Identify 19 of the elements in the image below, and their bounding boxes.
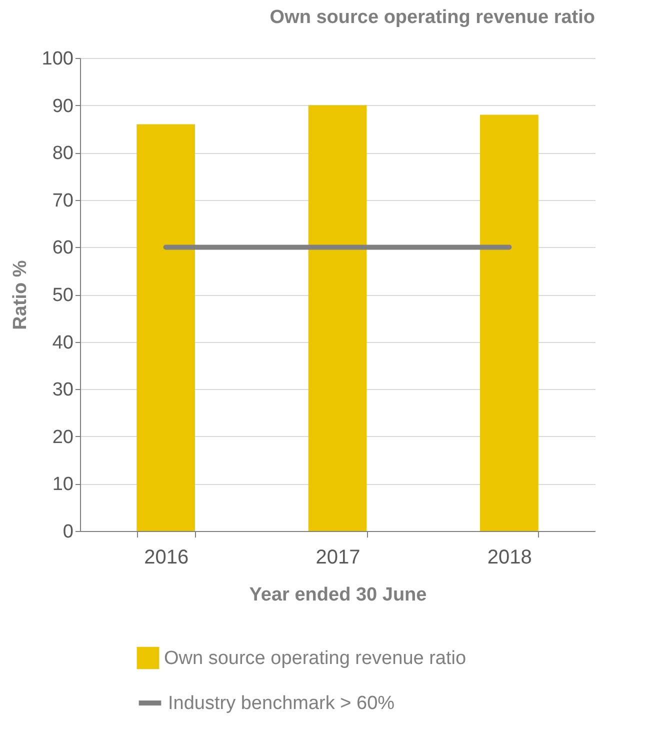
legend-label: Own source operating revenue ratio	[164, 648, 466, 669]
y-tick-label: 10	[52, 474, 74, 496]
x-tick-label: 2017	[316, 546, 360, 568]
x-tick-label: 2018	[487, 546, 532, 568]
y-tick-label: 50	[52, 285, 74, 306]
y-tick-label: 60	[52, 238, 74, 259]
y-tick-label: 40	[52, 332, 74, 354]
legend-label: Industry benchmark > 60%	[168, 693, 395, 714]
x-axis-title: Year ended 30 June	[249, 584, 427, 606]
y-tick-label: 80	[52, 143, 74, 164]
y-tick-label: 30	[52, 380, 74, 401]
y-axis-title: Ratio %	[10, 260, 31, 330]
x-tick-label: 2016	[144, 546, 189, 568]
y-tick-label: 90	[52, 96, 74, 117]
y-tick-label: 70	[52, 190, 74, 212]
y-tick-label: 20	[52, 426, 74, 448]
chart-title: Own source operating revenue ratio	[270, 7, 595, 28]
y-tick-label: 100	[42, 48, 74, 70]
y-tick-label: 0	[62, 522, 74, 542]
